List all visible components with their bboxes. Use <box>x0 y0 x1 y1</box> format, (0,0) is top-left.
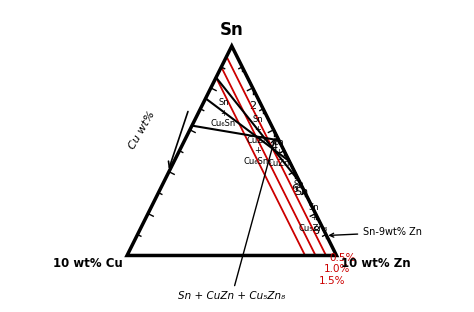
Text: Cu wt%: Cu wt% <box>127 109 156 151</box>
Text: 4: 4 <box>270 142 277 152</box>
Text: 0.5%: 0.5% <box>329 253 356 263</box>
Text: 2: 2 <box>249 100 256 110</box>
Text: 1.0%: 1.0% <box>324 264 350 274</box>
Text: Sn: Sn <box>220 21 244 39</box>
Text: Sn-9wt% Zn: Sn-9wt% Zn <box>330 227 422 237</box>
Text: Sn: Sn <box>293 180 304 189</box>
Text: 10 wt% Cu: 10 wt% Cu <box>53 256 123 270</box>
Text: 1.5%: 1.5% <box>319 275 345 285</box>
Text: Sn
+
Cu₅Zn₈: Sn + Cu₅Zn₈ <box>299 203 328 233</box>
Text: 10 wt% Zn: 10 wt% Zn <box>341 256 410 270</box>
Text: Sn + CuZn + Cu₅Zn₈: Sn + CuZn + Cu₅Zn₈ <box>178 139 285 301</box>
Text: Sn
+
Cu₆Sn: Sn + Cu₆Sn <box>211 98 236 128</box>
Text: Sn: Sn <box>294 187 309 197</box>
Text: 6: 6 <box>291 184 298 194</box>
Text: Sn
+
CuZn
+
Cu₆Sn₅: Sn + CuZn + Cu₆Sn₅ <box>244 115 272 166</box>
Text: Sn
+
CuZn: Sn + CuZn <box>268 138 290 168</box>
Text: 8: 8 <box>312 226 319 236</box>
